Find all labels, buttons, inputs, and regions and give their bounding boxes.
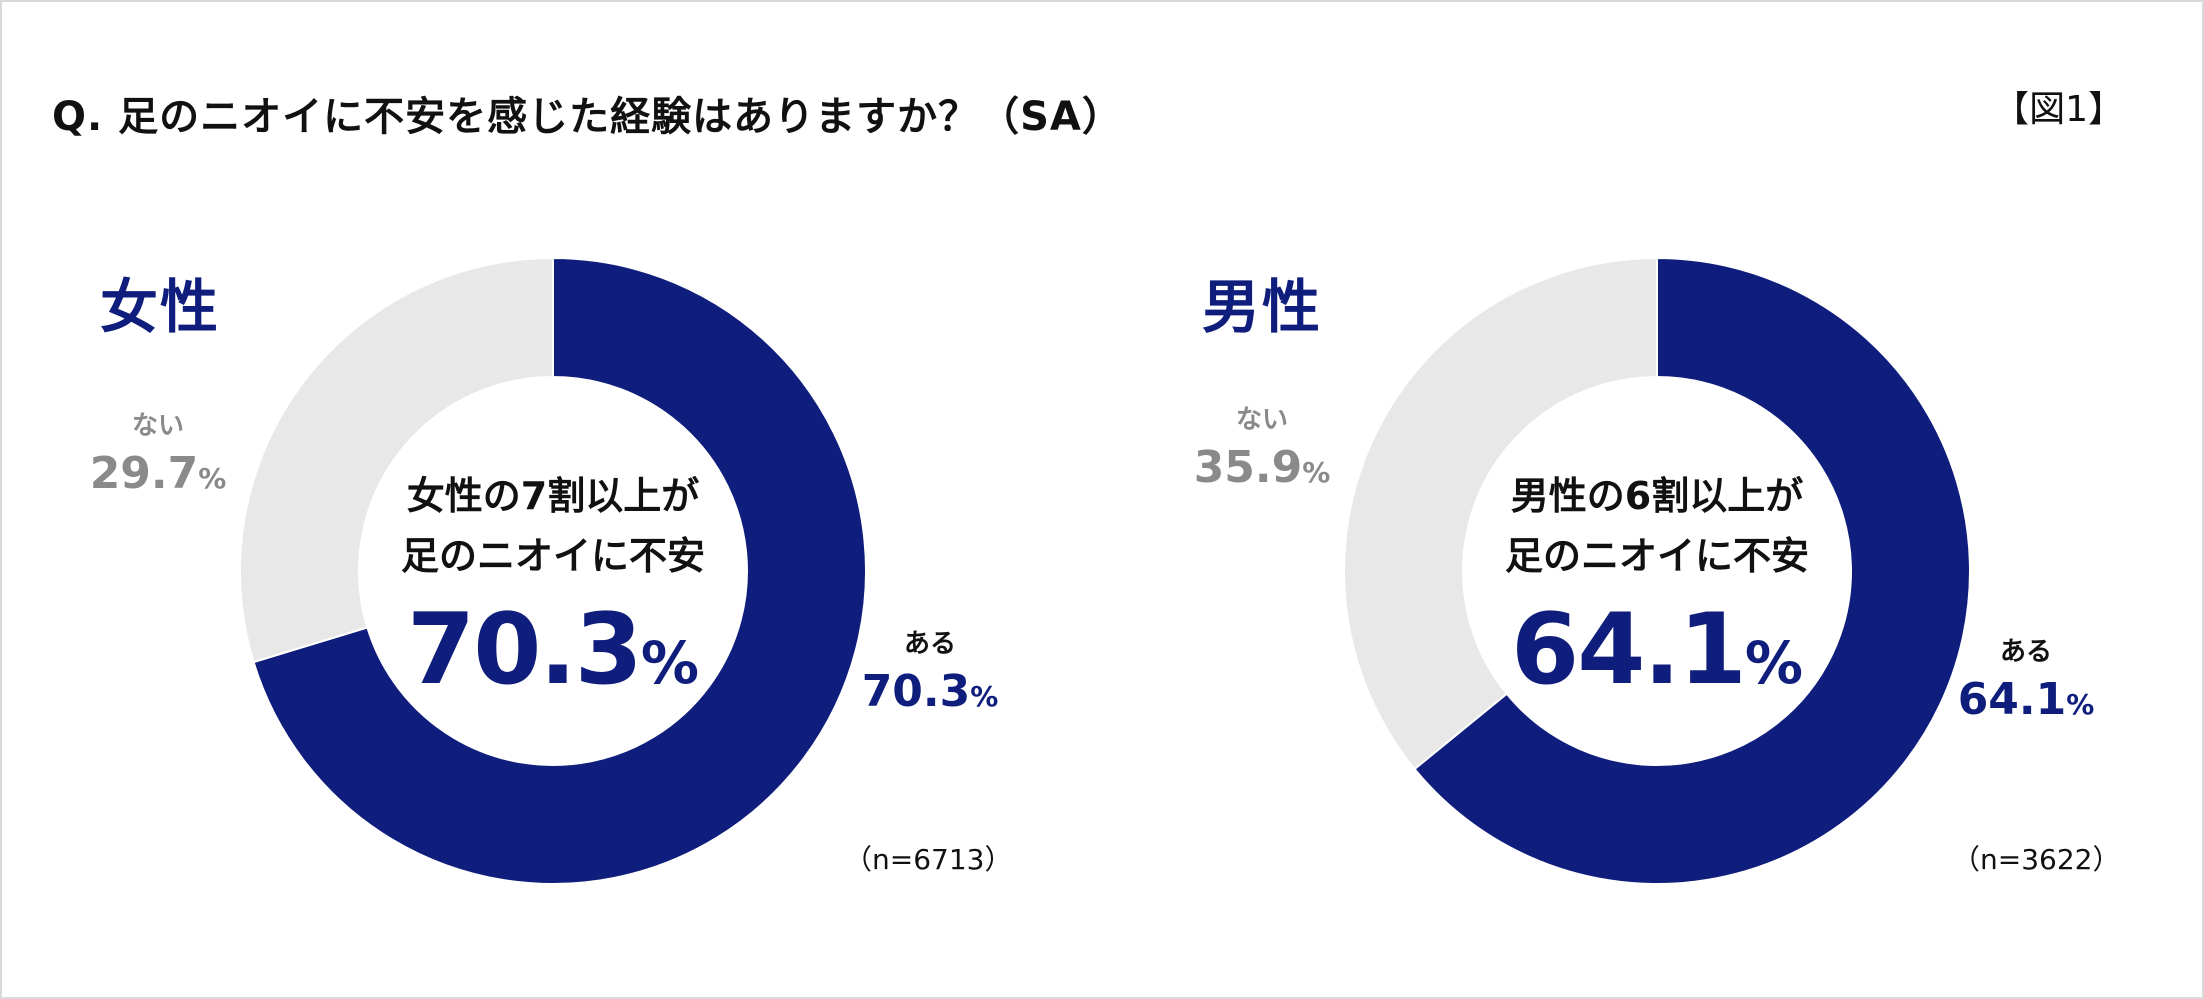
donut-chart-male (1343, 256, 1971, 885)
slice-name-yes: ある (903, 629, 956, 659)
center-value: 64.1% (1472, 590, 1842, 723)
slice-label-no-male: ない 35.9% (1182, 400, 1342, 501)
donut-slice-yes (252, 256, 867, 885)
slice-value-no-number: 29.7 (89, 448, 199, 499)
center-text-female: 女性の7割以上が 足のニオイに不安 70.3% (368, 466, 738, 723)
slice-value-no-unit: % (1302, 456, 1331, 489)
slice-name-no: ない (1235, 405, 1288, 435)
figure-label: 【図1】 (1993, 89, 2124, 130)
center-text-male: 男性の6割以上が 足のニオイに不安 64.1% (1472, 466, 1842, 723)
donut-slice-no (239, 256, 554, 664)
slice-value-yes-number: 64.1 (1957, 674, 2067, 725)
donut-chart-female (239, 256, 867, 885)
center-line-1: 男性の6割以上が (1510, 474, 1804, 518)
slice-value-no-number: 35.9 (1193, 442, 1303, 493)
slice-value-no: 29.7% (78, 446, 238, 507)
center-line-1: 女性の7割以上が (406, 474, 700, 518)
center-value-unit: % (1744, 629, 1803, 697)
slice-value-yes: 70.3% (850, 664, 1010, 725)
question-title: Q. 足のニオイに不安を感じた経験はありますか？（SA） (52, 94, 1123, 140)
slice-label-yes-male: ある 64.1% (1946, 632, 2106, 733)
slice-value-yes-number: 70.3 (861, 666, 971, 717)
slice-value-yes: 64.1% (1946, 672, 2106, 733)
donut-slice-no (1343, 256, 1658, 771)
center-value-number: 64.1 (1511, 593, 1747, 707)
panel-title-female: 女性 (100, 273, 221, 341)
slice-label-no-female: ない 29.7% (78, 406, 238, 507)
center-line-2: 足のニオイに不安 (400, 534, 705, 578)
sample-size-male: （n=3622） (1952, 843, 2121, 876)
slice-name-no: ない (131, 411, 184, 441)
slice-value-no: 35.9% (1182, 440, 1342, 501)
slice-label-yes-female: ある 70.3% (850, 624, 1010, 725)
panel-title-male: 男性 (1202, 273, 1323, 341)
center-line-2: 足のニオイに不安 (1504, 534, 1809, 578)
center-value: 70.3% (368, 590, 738, 723)
center-value-unit: % (640, 629, 699, 697)
sample-size-female: （n=6713） (844, 843, 1013, 876)
center-value-number: 70.3 (407, 593, 643, 707)
slice-value-no-unit: % (198, 462, 227, 495)
donut-slice-yes (1413, 256, 1971, 885)
slice-value-yes-unit: % (2066, 688, 2095, 721)
slice-name-yes: ある (1999, 637, 2052, 667)
slice-value-yes-unit: % (970, 680, 999, 713)
